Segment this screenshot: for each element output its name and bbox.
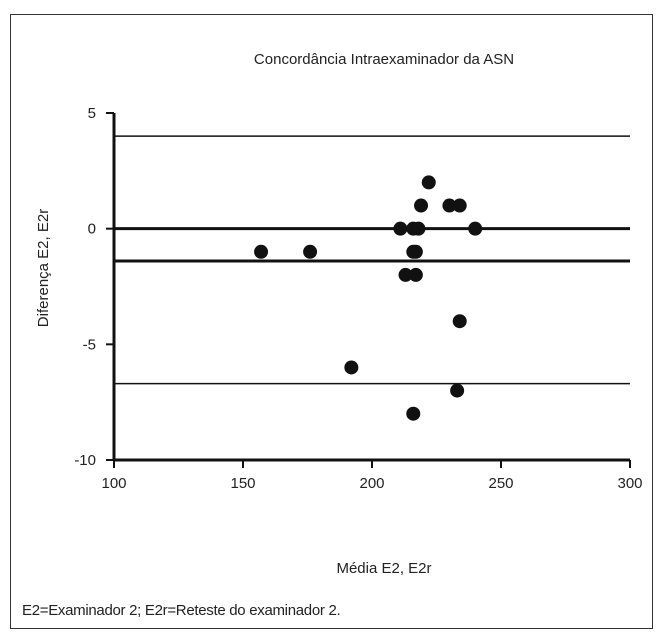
x-tick-label: 200 <box>359 475 384 492</box>
data-point <box>398 267 413 282</box>
data-point <box>450 383 465 398</box>
figure-frame <box>10 14 653 629</box>
y-tick-label: -5 <box>83 336 96 353</box>
data-point <box>344 360 359 375</box>
axes: -10 -5 0 5 100 150 200 250 300 <box>74 105 642 492</box>
data-point <box>442 198 457 213</box>
data-point <box>411 221 426 236</box>
data-point <box>452 198 467 213</box>
figure-caption: E2=Examinador 2; E2r=Reteste do examinad… <box>22 602 341 619</box>
x-tick-label: 100 <box>101 475 126 492</box>
data-point <box>393 221 408 236</box>
data-point <box>406 406 421 421</box>
chart-title: Concordância Intraexaminador da ASN <box>254 51 514 68</box>
y-tick-label: -10 <box>74 452 96 469</box>
data-point <box>408 267 423 282</box>
data-point <box>414 198 429 213</box>
y-axis-label: Diferença E2, E2r <box>35 209 52 327</box>
data-point <box>254 244 269 259</box>
reference-lines <box>114 135 630 385</box>
data-point <box>468 221 483 236</box>
data-point <box>303 244 318 259</box>
y-tick-label: 0 <box>88 221 96 238</box>
x-axis-label: Média E2, E2r <box>336 560 431 577</box>
data-point <box>421 175 436 190</box>
x-tick-label: 300 <box>617 475 642 492</box>
data-points <box>254 175 483 421</box>
y-tick-label: 5 <box>88 105 96 122</box>
data-point <box>452 314 467 329</box>
data-point <box>408 244 423 259</box>
x-tick-label: 150 <box>230 475 255 492</box>
x-tick-label: 250 <box>488 475 513 492</box>
